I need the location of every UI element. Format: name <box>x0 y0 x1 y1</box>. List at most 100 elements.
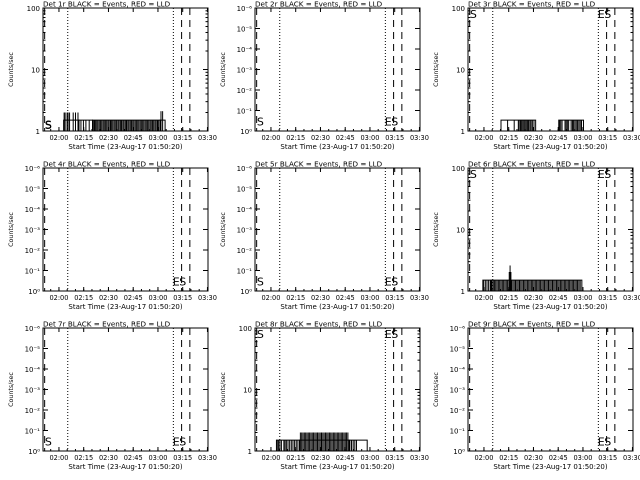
x-tick-label: 03:15 <box>173 454 192 462</box>
panel-title: Det 4r BLACK = Events, RED = LLD <box>43 160 171 169</box>
x-tick-label: 03:30 <box>410 294 429 302</box>
x-axis-title: Start Time (23-Aug-17 01:50:20) <box>280 463 394 471</box>
y-axis-title: Counts/sec <box>220 212 227 247</box>
y-tick-label: 10⁻³ <box>237 67 253 75</box>
panel-title: Det 7r BLACK = Events, RED = LLD <box>43 320 171 329</box>
y-tick-label: 10⁻⁴ <box>450 366 466 374</box>
panel-title: Det 6r BLACK = Events, RED = LLD <box>468 160 596 169</box>
y-tick-label: 10⁰ <box>240 128 252 136</box>
marker-letter-s: S <box>604 8 611 21</box>
y-tick-label: 10⁻² <box>25 247 41 255</box>
x-tick-label: 03:00 <box>360 454 379 462</box>
marker-letter-e: E <box>385 328 392 341</box>
marker-letter-e: E <box>598 8 605 21</box>
y-tick-label: 10⁻¹ <box>25 428 41 436</box>
x-axis-title: Start Time (23-Aug-17 01:50:20) <box>280 303 394 311</box>
marker-letter-e: E <box>385 276 392 289</box>
y-tick-label: 10⁰ <box>240 288 252 296</box>
marker-letter-s: S <box>45 436 52 449</box>
panel-det-4: Det 4r BLACK = Events, RED = LLD Counts/s… <box>8 160 217 312</box>
marker-letter-s: S <box>470 8 477 21</box>
y-tick-label: 10⁻¹ <box>237 108 253 116</box>
x-tick-label: 02:15 <box>286 294 305 302</box>
panel-det-2: Det 2r BLACK = Events, RED = LLD Counts/s… <box>220 0 429 151</box>
x-tick-label: 03:30 <box>198 134 217 142</box>
x-tick-label: 02:00 <box>474 134 493 142</box>
x-tick-label: 03:00 <box>573 134 592 142</box>
y-tick-label: 1 <box>461 288 465 296</box>
y-tick-label: 10⁻³ <box>237 227 253 235</box>
y-tick-label: 10⁻² <box>237 87 253 95</box>
x-tick-label: 02:15 <box>499 294 518 302</box>
x-tick-label: 02:30 <box>524 454 543 462</box>
events-step <box>500 119 537 131</box>
y-tick-label: 10 <box>456 227 465 235</box>
x-tick-label: 03:30 <box>623 454 640 462</box>
y-tick-label: 10⁻³ <box>450 387 466 395</box>
x-tick-label: 03:00 <box>360 294 379 302</box>
marker-letter-s: S <box>604 436 611 449</box>
y-tick-label: 10⁰ <box>28 288 40 296</box>
x-tick-label: 02:45 <box>549 454 568 462</box>
panel-title: Det 5r BLACK = Events, RED = LLD <box>255 160 383 169</box>
y-tick-label: 100 <box>239 325 252 333</box>
x-tick-label: 02:30 <box>99 294 118 302</box>
x-tick-label: 03:30 <box>410 454 429 462</box>
y-tick-label: 10⁻⁵ <box>237 26 253 34</box>
marker-letter-e: E <box>385 116 392 129</box>
y-tick-label: 10⁻⁵ <box>25 186 41 194</box>
y-tick-label: 100 <box>452 165 465 173</box>
x-tick-label: 02:30 <box>311 454 330 462</box>
y-axis-title: Counts/sec <box>220 372 227 407</box>
x-tick-label: 02:15 <box>499 454 518 462</box>
y-axis-title: Counts/sec <box>433 52 440 87</box>
x-tick-label: 02:00 <box>49 454 68 462</box>
x-axis-title: Start Time (23-Aug-17 01:50:20) <box>493 463 607 471</box>
y-tick-label: 1 <box>248 448 252 456</box>
y-axis-title: Counts/sec <box>433 372 440 407</box>
marker-letter-s: S <box>257 276 264 289</box>
panel-det-8: Det 8r BLACK = Events, RED = LLD Counts/s… <box>220 320 429 472</box>
y-tick-label: 100 <box>452 5 465 13</box>
x-tick-label: 02:45 <box>124 454 143 462</box>
x-tick-label: 02:30 <box>311 134 330 142</box>
x-tick-label: 02:30 <box>524 134 543 142</box>
x-tick-label: 02:30 <box>524 294 543 302</box>
y-tick-label: 10⁰ <box>453 448 465 456</box>
x-tick-label: 02:00 <box>474 294 493 302</box>
x-tick-label: 03:15 <box>598 134 617 142</box>
panel-title: Det 8r BLACK = Events, RED = LLD <box>255 320 383 329</box>
marker-letter-s: S <box>257 328 264 341</box>
y-tick-label: 10⁻¹ <box>237 268 253 276</box>
marker-letter-s: S <box>391 328 398 341</box>
y-axis-title: Counts/sec <box>8 212 15 247</box>
y-tick-label: 10⁻⁶ <box>450 325 466 333</box>
y-tick-label: 10⁻² <box>237 247 253 255</box>
events-step <box>558 119 584 131</box>
y-tick-label: 1 <box>36 128 40 136</box>
y-tick-label: 10 <box>31 67 40 75</box>
panel-det-7: Det 7r BLACK = Events, RED = LLD Counts/s… <box>8 320 217 472</box>
y-tick-label: 10 <box>243 387 252 395</box>
y-tick-label: 10⁻² <box>25 407 41 415</box>
marker-letter-s: S <box>45 119 52 132</box>
panel-title: Det 1r BLACK = Events, RED = LLD <box>43 0 171 9</box>
y-tick-label: 10⁻⁴ <box>237 46 253 54</box>
x-tick-label: 02:45 <box>124 294 143 302</box>
x-tick-label: 02:15 <box>499 134 518 142</box>
y-tick-label: 10⁻⁴ <box>25 366 41 374</box>
y-tick-label: 10⁻⁴ <box>237 206 253 214</box>
y-tick-label: 10⁻³ <box>25 227 41 235</box>
y-tick-label: 10⁻⁴ <box>25 206 41 214</box>
x-tick-label: 03:00 <box>148 294 167 302</box>
x-tick-label: 03:00 <box>148 134 167 142</box>
y-tick-label: 10⁻⁶ <box>237 165 253 173</box>
marker-letter-e: E <box>598 436 605 449</box>
x-tick-label: 02:45 <box>336 294 355 302</box>
y-tick-label: 10⁻⁶ <box>237 5 253 13</box>
x-axis-title: Start Time (23-Aug-17 01:50:20) <box>280 143 394 151</box>
panel-det-9: Det 9r BLACK = Events, RED = LLD Counts/s… <box>433 320 640 472</box>
x-tick-label: 03:15 <box>385 294 404 302</box>
x-tick-label: 02:00 <box>261 134 280 142</box>
